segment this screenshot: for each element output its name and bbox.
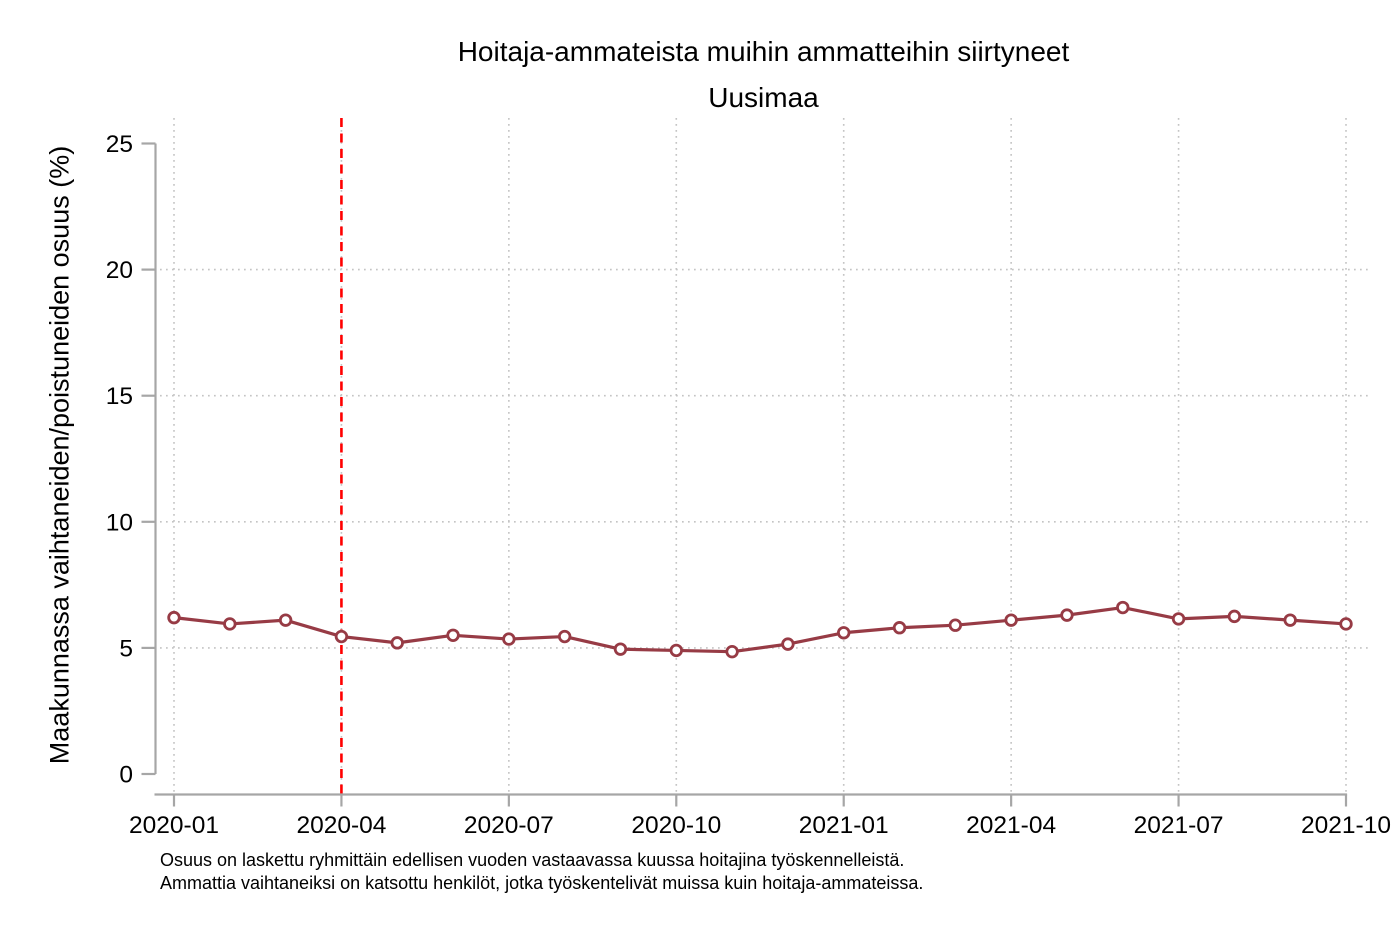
data-point: [390, 636, 404, 650]
data-point: [613, 642, 628, 656]
data-point: [223, 617, 237, 631]
data-point: [278, 613, 293, 627]
y-tick-label: 5: [119, 635, 133, 662]
data-point: [1283, 613, 1297, 627]
chart-title: Hoitaja-ammateista muihin ammatteihin si…: [457, 36, 1070, 67]
y-tick-label: 25: [106, 131, 133, 158]
data-point: [892, 621, 907, 635]
x-tick-label: 2020-01: [129, 812, 219, 839]
y-tick-label: 20: [106, 257, 133, 284]
x-tick-label: 2021-10: [1301, 812, 1391, 839]
data-point: [446, 628, 460, 642]
x-tick-label: 2021-07: [1134, 812, 1224, 839]
x-tick-label: 2020-07: [464, 812, 554, 839]
y-tick-label: 0: [119, 762, 133, 789]
data-point: [725, 644, 739, 659]
y-tick-label: 10: [106, 509, 133, 536]
data-point: [1339, 617, 1353, 631]
data-point: [781, 637, 795, 651]
data-point: [1171, 612, 1186, 626]
series-line: [172, 605, 1348, 654]
x-tick-label: 2021-01: [799, 812, 889, 839]
data-point: [669, 643, 683, 658]
data-point: [502, 632, 516, 646]
y-tick-label: 15: [106, 383, 133, 410]
data-point: [948, 618, 963, 632]
footnote-line-1: Osuus on laskettu ryhmittäin edellisen v…: [160, 850, 905, 870]
footnote-line-2: Ammattia vaihtaneiksi on katsottu henkil…: [160, 873, 924, 893]
data-point: [837, 626, 851, 640]
data-point: [334, 629, 349, 644]
data-point: [1227, 609, 1242, 624]
data-point: [167, 610, 181, 625]
x-tick-label: 2020-10: [631, 812, 721, 839]
chart-footnotes: Osuus on laskettu ryhmittäin edellisen v…: [160, 849, 923, 895]
x-tick-label: 2021-04: [966, 812, 1056, 839]
data-point: [557, 629, 572, 644]
chart-subtitle: Uusimaa: [708, 82, 819, 113]
data-point: [1116, 600, 1130, 615]
data-point: [1004, 613, 1018, 627]
data-point: [1060, 608, 1074, 622]
x-tick-label: 2020-04: [296, 812, 386, 839]
